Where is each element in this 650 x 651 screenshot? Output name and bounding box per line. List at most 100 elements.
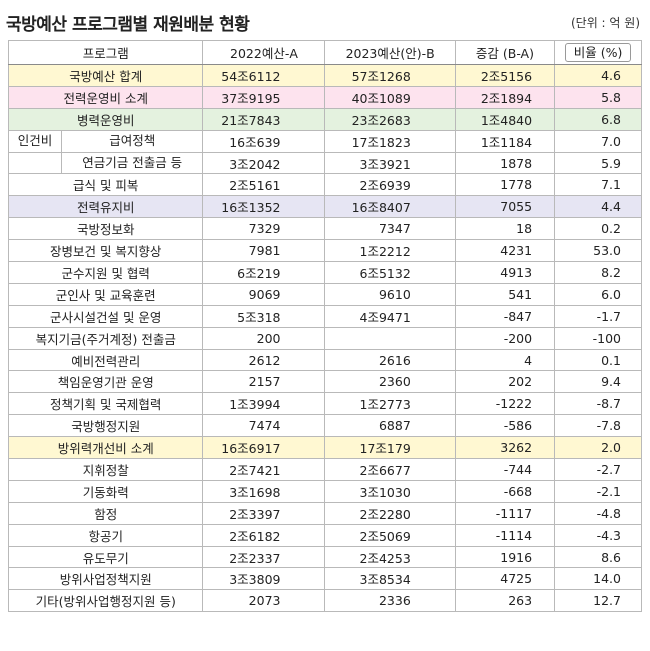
cell-ratio: 5.8	[554, 85, 642, 109]
cell-ratio: 6.8	[554, 107, 642, 131]
cell-2023: 4조9471	[324, 304, 456, 328]
cell-change: 541	[454, 282, 556, 306]
cell-change: -847	[454, 304, 556, 328]
cell-2023: 6조5132	[324, 261, 456, 284]
cell-2023: 2조5069	[324, 523, 456, 547]
cell-change: 4913	[454, 261, 556, 284]
table-row: 복지기금(주거계정) 전출금 200 -200 -100	[7, 326, 642, 350]
cell-program: 지휘정찰	[7, 458, 204, 481]
cell-2023: 16조8407	[324, 195, 456, 219]
table-row: 항공기 2조6182 2조5069 -1114 -4.3	[7, 523, 642, 547]
header-ratio-label: 비율 (%)	[564, 43, 632, 62]
cell-program: 병력운영비	[7, 107, 204, 131]
cell-change: 4	[454, 348, 556, 372]
cell-2023: 2336	[324, 589, 456, 613]
cell-2023: 17조1823	[324, 129, 456, 153]
table-row: 인건비 급여정책 16조639 17조1823 1조1184 7.0	[7, 129, 642, 153]
cell-ratio: 9.4	[554, 370, 642, 394]
cell-2023	[324, 326, 456, 350]
cell-2023: 6887	[324, 414, 456, 438]
cell-2023: 57조1268	[324, 64, 456, 87]
cell-2022: 2조5161	[202, 173, 326, 197]
cell-2022: 2조2337	[202, 545, 326, 569]
cell-2023: 9610	[324, 282, 456, 306]
table-row: 예비전력관리 2612 2616 4 0.1	[7, 348, 642, 372]
cell-2022: 7981	[202, 239, 326, 263]
cell-program: 기동화력	[7, 479, 204, 503]
header-ratio: 비율 (%)	[554, 40, 642, 65]
cell-2022: 2조6182	[202, 523, 326, 547]
cell-ratio: -8.7	[554, 392, 642, 416]
cell-2022: 200	[202, 326, 326, 350]
cell-program: 군인사 및 교육훈련	[7, 282, 204, 306]
header-change: 증감 (B-A)	[454, 40, 556, 65]
cell-2023: 2360	[324, 370, 456, 394]
cell-2022: 7329	[202, 217, 326, 241]
cell-2023: 3조8534	[324, 567, 456, 591]
cell-change: 1916	[454, 545, 556, 569]
cell-2023: 2조4253	[324, 545, 456, 569]
cell-ratio: 6.0	[554, 282, 642, 306]
table-row: 국방행정지원 7474 6887 -586 -7.8	[7, 414, 642, 438]
table-row: 전력유지비 16조1352 16조8407 7055 4.4	[7, 195, 642, 219]
cell-program: 전력유지비	[7, 195, 204, 219]
cell-change: -1117	[454, 501, 556, 525]
header-2022: 2022예산-A	[202, 40, 326, 65]
cell-change: 4231	[454, 239, 556, 263]
table-row: 유도무기 2조2337 2조4253 1916 8.6	[7, 545, 642, 569]
cell-ratio: 4.6	[554, 64, 642, 87]
cell-change: -744	[454, 458, 556, 481]
cell-2023: 2조2280	[324, 501, 456, 525]
table-row: 군사시설건설 및 운영 5조318 4조9471 -847 -1.7	[7, 304, 642, 328]
cell-ratio: 14.0	[554, 567, 642, 591]
cell-program: 책임운영기관 운영	[7, 370, 204, 394]
cell-program: 유도무기	[7, 545, 204, 569]
cell-2022: 37조9195	[202, 85, 326, 109]
cell-2023: 1조2773	[324, 392, 456, 416]
cell-ratio: -4.3	[554, 523, 642, 547]
cell-2023: 17조179	[324, 436, 456, 460]
cell-change: -586	[454, 414, 556, 438]
cell-ratio: -2.7	[554, 458, 642, 481]
cell-2022: 2조7421	[202, 458, 326, 481]
table-row: 장병보건 및 복지향상 7981 1조2212 4231 53.0	[7, 239, 642, 263]
cell-2023: 7347	[324, 217, 456, 241]
cell-2023: 40조1089	[324, 85, 456, 109]
cell-ratio: 8.6	[554, 545, 642, 569]
cell-program: 방위력개선비 소계	[7, 436, 204, 460]
cell-program-group: 인건비 급여정책	[7, 129, 204, 153]
table-row: 책임운영기관 운영 2157 2360 202 9.4	[7, 370, 642, 394]
cell-2023: 2조6939	[324, 173, 456, 197]
table-row: 병력운영비 21조7843 23조2683 1조4840 6.8	[7, 107, 642, 131]
cell-ratio: -1.7	[554, 304, 642, 328]
cell-program: 방위사업정책지원	[7, 567, 204, 591]
cell-program: 함정	[7, 501, 204, 525]
cell-ratio: 0.1	[554, 348, 642, 372]
group-label-personnel: 인건비	[10, 131, 62, 152]
table-row: 정책기획 및 국제협력 1조3994 1조2773 -1222 -8.7	[7, 392, 642, 416]
cell-ratio: -7.8	[554, 414, 642, 438]
cell-ratio: 12.7	[554, 589, 642, 613]
cell-ratio: 2.0	[554, 436, 642, 460]
cell-2022: 21조7843	[202, 107, 326, 131]
table-row: 지휘정찰 2조7421 2조6677 -744 -2.7	[7, 458, 642, 481]
cell-program: 군사시설건설 및 운영	[7, 304, 204, 328]
table-header-row: 프로그램 2022예산-A 2023예산(안)-B 증감 (B-A) 비율 (%…	[7, 40, 642, 65]
table-row: 함정 2조3397 2조2280 -1117 -4.8	[7, 501, 642, 525]
cell-2022: 6조219	[202, 261, 326, 284]
cell-2022: 9069	[202, 282, 326, 306]
cell-ratio: -100	[554, 326, 642, 350]
cell-2022: 2612	[202, 348, 326, 372]
cell-program: 연금기금 전출금 등	[82, 154, 183, 170]
cell-change: 1778	[454, 173, 556, 197]
cell-program: 장병보건 및 복지향상	[7, 239, 204, 263]
cell-2023: 1조2212	[324, 239, 456, 263]
cell-change: 18	[454, 217, 556, 241]
table-row: 군수지원 및 협력 6조219 6조5132 4913 8.2	[7, 261, 642, 284]
cell-change: 4725	[454, 567, 556, 591]
cell-ratio: 7.0	[554, 129, 642, 153]
cell-change: 1878	[454, 151, 556, 175]
cell-program: 항공기	[7, 523, 204, 547]
table-row: 연금기금 전출금 등 3조2042 3조3921 1878 5.9	[7, 151, 642, 175]
cell-ratio: 8.2	[554, 261, 642, 284]
